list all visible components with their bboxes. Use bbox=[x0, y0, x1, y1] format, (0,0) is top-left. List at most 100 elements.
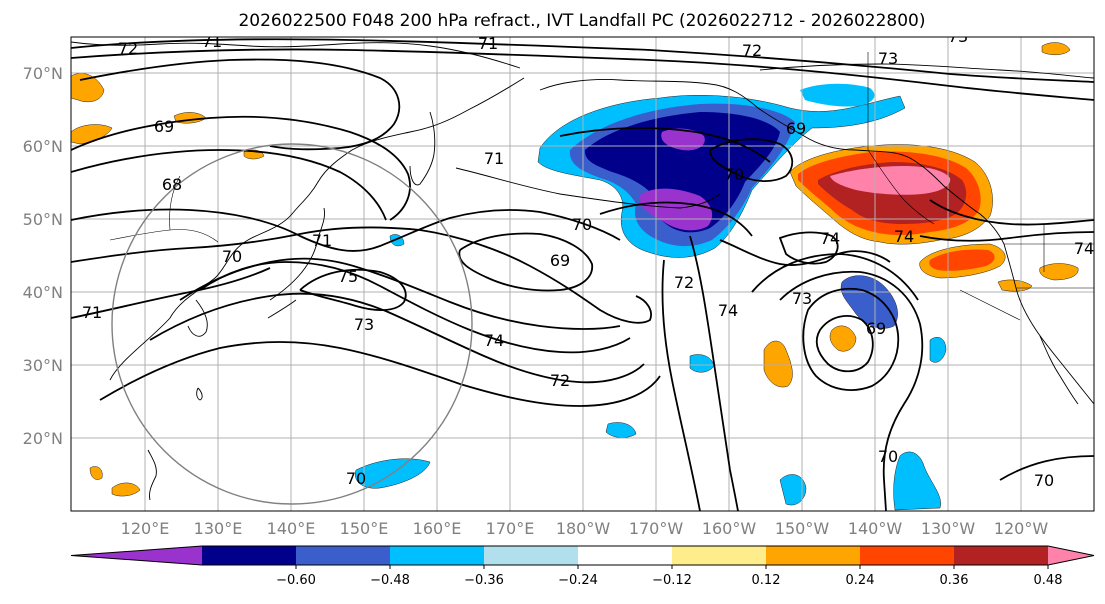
longitude-labels: 120°E 130°E 140°E 150°E 160°E 170°E 180°… bbox=[121, 519, 1049, 538]
colorbar-cell bbox=[954, 546, 1049, 565]
contour-label: 74 bbox=[894, 227, 914, 246]
latitude-labels: 70°N 60°N 50°N 40°N 30°N 20°N bbox=[23, 64, 63, 448]
contour-path bbox=[929, 199, 1094, 226]
lat-label: 40°N bbox=[23, 283, 63, 302]
lat-label: 20°N bbox=[23, 429, 63, 448]
coast-taiwan bbox=[196, 387, 203, 401]
colorbar-cell bbox=[860, 546, 955, 565]
lon-label: 150°E bbox=[340, 519, 389, 538]
shade-negative-sub2 bbox=[893, 451, 941, 511]
contour-path bbox=[689, 235, 739, 511]
colorbar-outline bbox=[70, 545, 1095, 566]
lon-label: 140°E bbox=[267, 519, 316, 538]
contour-path bbox=[299, 268, 407, 311]
contour-path bbox=[71, 149, 387, 221]
contour-path bbox=[99, 341, 661, 407]
contour-path bbox=[779, 270, 924, 511]
contour-path bbox=[559, 127, 771, 163]
lon-label: 180°W bbox=[556, 519, 611, 538]
contour-path bbox=[802, 287, 900, 391]
coast-kamchatka bbox=[409, 111, 436, 186]
coast-alaska bbox=[539, 79, 1005, 245]
shade-positive-north1 bbox=[1041, 42, 1071, 55]
shade-positive-east1 bbox=[1039, 263, 1079, 281]
contour-label: 73 bbox=[354, 315, 374, 334]
colorbar-tick-label: 0.12 bbox=[752, 573, 781, 588]
contour-path bbox=[79, 58, 401, 151]
colorbar-cell bbox=[766, 546, 861, 565]
coast-arctic-w bbox=[71, 41, 521, 69]
contour-label: 71 bbox=[202, 32, 222, 51]
lon-label: 170°E bbox=[486, 519, 535, 538]
colorbar-tick-label: −0.48 bbox=[370, 573, 410, 588]
lon-label: 120°W bbox=[994, 519, 1049, 538]
contour-path bbox=[71, 208, 621, 252]
lat-label: 30°N bbox=[23, 356, 63, 375]
contour-path bbox=[71, 48, 1094, 101]
contour-label: 70 bbox=[1034, 471, 1054, 490]
contour-path bbox=[815, 315, 874, 373]
lat-label: 50°N bbox=[23, 210, 63, 229]
colorbar-cell bbox=[484, 546, 579, 565]
contour-path bbox=[919, 231, 1094, 242]
shade-negative-bering-purple2 bbox=[661, 128, 705, 151]
contour-label: 69 bbox=[550, 251, 570, 270]
contour-path bbox=[71, 38, 1094, 83]
shade-positive-sub2 bbox=[829, 325, 857, 352]
contour-path bbox=[71, 267, 271, 319]
shade-positive-nw2-red bbox=[929, 249, 995, 271]
shade-positive-nw-pink bbox=[830, 166, 951, 195]
contour-label: 74 bbox=[718, 301, 738, 320]
shade-negative-sub4 bbox=[605, 422, 637, 438]
colorbar-tick-label: 0.24 bbox=[846, 573, 875, 588]
shade-negative-sub7 bbox=[779, 474, 807, 506]
contour-label: 73 bbox=[878, 49, 898, 68]
contour-label: 70 bbox=[222, 247, 242, 266]
contour-label: 70 bbox=[346, 469, 366, 488]
coastlines bbox=[71, 41, 1094, 501]
colorbar-tick-label: −0.12 bbox=[652, 573, 692, 588]
lon-label: 160°W bbox=[702, 519, 757, 538]
shade-positive-west5 bbox=[111, 482, 141, 497]
colorbar-tick-label: −0.60 bbox=[276, 573, 316, 588]
contour-labels: 72 71 71 72 73 73 69 68 69 71 70 70 71 7… bbox=[82, 32, 1094, 490]
contour-label: 70 bbox=[572, 215, 592, 234]
colorbar: −0.60 −0.48 −0.36 −0.24 −0.12 0.12 0.24 0.36 0.4… bbox=[70, 545, 1095, 588]
contour-label: 71 bbox=[478, 34, 498, 53]
shade-negative-north bbox=[800, 83, 875, 107]
coast-korea bbox=[187, 299, 208, 337]
contour-label: 72 bbox=[674, 273, 694, 292]
shade-positive-west1 bbox=[71, 73, 105, 103]
shade-negative-bering-purple bbox=[639, 188, 713, 231]
colorbar-tick-label: 0.36 bbox=[940, 573, 969, 588]
colorbar-tick-label: 0.48 bbox=[1034, 573, 1063, 588]
contour-path bbox=[458, 232, 593, 292]
shade-positive-sub1 bbox=[763, 340, 793, 388]
colorbar-extend-max bbox=[1048, 546, 1094, 565]
borders bbox=[109, 52, 1094, 321]
contour-path bbox=[149, 292, 645, 384]
contour-label: 72 bbox=[742, 41, 762, 60]
contour-label: 69 bbox=[866, 319, 886, 338]
contour-label: 74 bbox=[820, 229, 840, 248]
lat-label: 60°N bbox=[23, 137, 63, 156]
contours bbox=[71, 38, 1094, 511]
contour-path bbox=[751, 253, 919, 301]
contour-label: 72 bbox=[118, 39, 138, 58]
contour-path bbox=[999, 455, 1094, 481]
contour-label: 71 bbox=[484, 149, 504, 168]
lat-label: 70°N bbox=[23, 64, 63, 83]
colorbar-cell bbox=[672, 546, 767, 565]
contour-label: 71 bbox=[82, 303, 102, 322]
colorbar-cell bbox=[296, 546, 391, 565]
colorbar-extend-min bbox=[71, 546, 202, 565]
lon-label: 130°W bbox=[921, 519, 976, 538]
shade-positive-west6 bbox=[89, 466, 103, 480]
lon-label: 160°E bbox=[413, 519, 462, 538]
contour-label: 70 bbox=[878, 447, 898, 466]
coast-na-west bbox=[1003, 243, 1094, 405]
contour-label: 73 bbox=[792, 289, 812, 308]
shade-negative-sub6 bbox=[929, 337, 947, 363]
coast-aleutians bbox=[455, 167, 721, 209]
coast-asia-east bbox=[109, 77, 525, 381]
